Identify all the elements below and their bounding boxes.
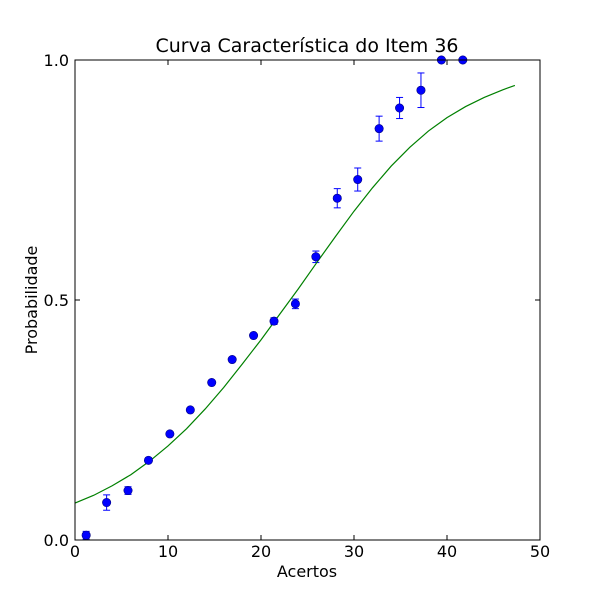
x-tick-label: 50 bbox=[530, 542, 550, 561]
y-axis-label: Probabilidade bbox=[22, 246, 41, 355]
x-axis-label: Acertos bbox=[277, 562, 337, 581]
data-point bbox=[207, 378, 217, 388]
data-point bbox=[374, 124, 384, 134]
data-point bbox=[416, 85, 426, 95]
data-point bbox=[165, 429, 175, 439]
y-tick-label: 1.0 bbox=[44, 51, 69, 70]
data-point bbox=[332, 193, 342, 203]
plot-background bbox=[75, 60, 540, 540]
data-point bbox=[249, 331, 259, 341]
y-tick-label: 0.0 bbox=[44, 531, 69, 550]
data-point bbox=[102, 498, 112, 508]
data-point bbox=[290, 299, 300, 309]
y-tick-label: 0.5 bbox=[44, 291, 69, 310]
x-tick-label: 40 bbox=[437, 542, 457, 561]
data-point bbox=[81, 530, 91, 540]
data-point bbox=[353, 175, 363, 185]
data-point bbox=[143, 455, 153, 465]
data-point bbox=[123, 486, 133, 496]
x-tick-label: 10 bbox=[158, 542, 178, 561]
data-point bbox=[269, 316, 279, 326]
chart-title: Curva Característica do Item 36 bbox=[155, 35, 458, 57]
axes-layer: 0 10 20 30 40 50 0.0 0.5 1.0 bbox=[44, 51, 551, 561]
data-point bbox=[227, 355, 237, 365]
data-point bbox=[185, 405, 195, 415]
data-point bbox=[311, 252, 321, 262]
x-tick-label: 30 bbox=[344, 542, 364, 561]
x-tick-label: 20 bbox=[251, 542, 271, 561]
plot-area bbox=[75, 60, 540, 540]
x-tick-label: 0 bbox=[70, 542, 80, 561]
data-point bbox=[395, 103, 405, 113]
